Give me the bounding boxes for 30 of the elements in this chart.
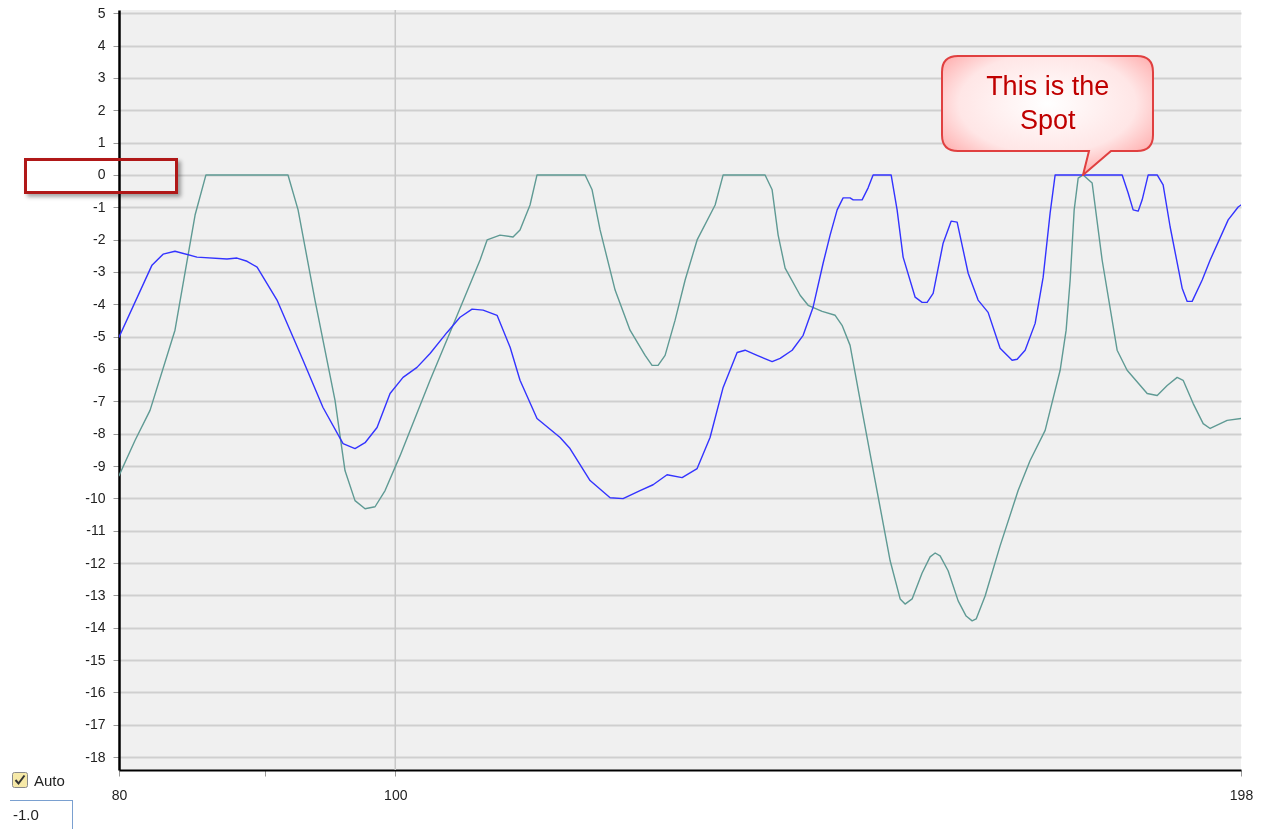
y-tick-label: 4 <box>97 37 106 54</box>
y-tick-label: 1 <box>97 134 106 151</box>
y-tick-label: 2 <box>97 101 106 118</box>
x-tick-label: 198 <box>1229 786 1254 803</box>
y-tick-label: 0 <box>97 166 106 183</box>
y-tick-label: -10 <box>85 489 106 506</box>
y-tick-label: 5 <box>97 4 106 21</box>
y-tick-label: -18 <box>85 748 106 765</box>
y-tick-label: -2 <box>93 231 106 248</box>
y-tick-label: -4 <box>93 295 106 312</box>
y-tick-label: -1 <box>93 198 106 215</box>
text: Auto <box>34 772 65 789</box>
y-tick-label: -5 <box>93 328 106 345</box>
x-tick-label: 80 <box>111 786 128 803</box>
y-tick-label: -15 <box>85 651 106 668</box>
x-tick-label: 100 <box>384 786 408 803</box>
y-tick-label: -3 <box>93 263 106 280</box>
y-tick-label: -17 <box>85 716 106 733</box>
text: -1.0 <box>13 806 39 823</box>
y-tick-label: -11 <box>86 522 106 539</box>
y-tick-label: -12 <box>85 554 106 571</box>
annotation: This is the Spot <box>985 70 1111 138</box>
y-tick-label: -9 <box>93 457 106 474</box>
y-tick-label: -14 <box>85 619 106 636</box>
y-tick-label: 3 <box>97 69 106 86</box>
y-tick-label: -7 <box>93 392 106 409</box>
y-tick-label: -16 <box>85 683 106 700</box>
y-tick-label: -6 <box>93 360 106 377</box>
y-tick-label: -8 <box>93 425 106 442</box>
y-tick-label: -13 <box>85 586 106 603</box>
